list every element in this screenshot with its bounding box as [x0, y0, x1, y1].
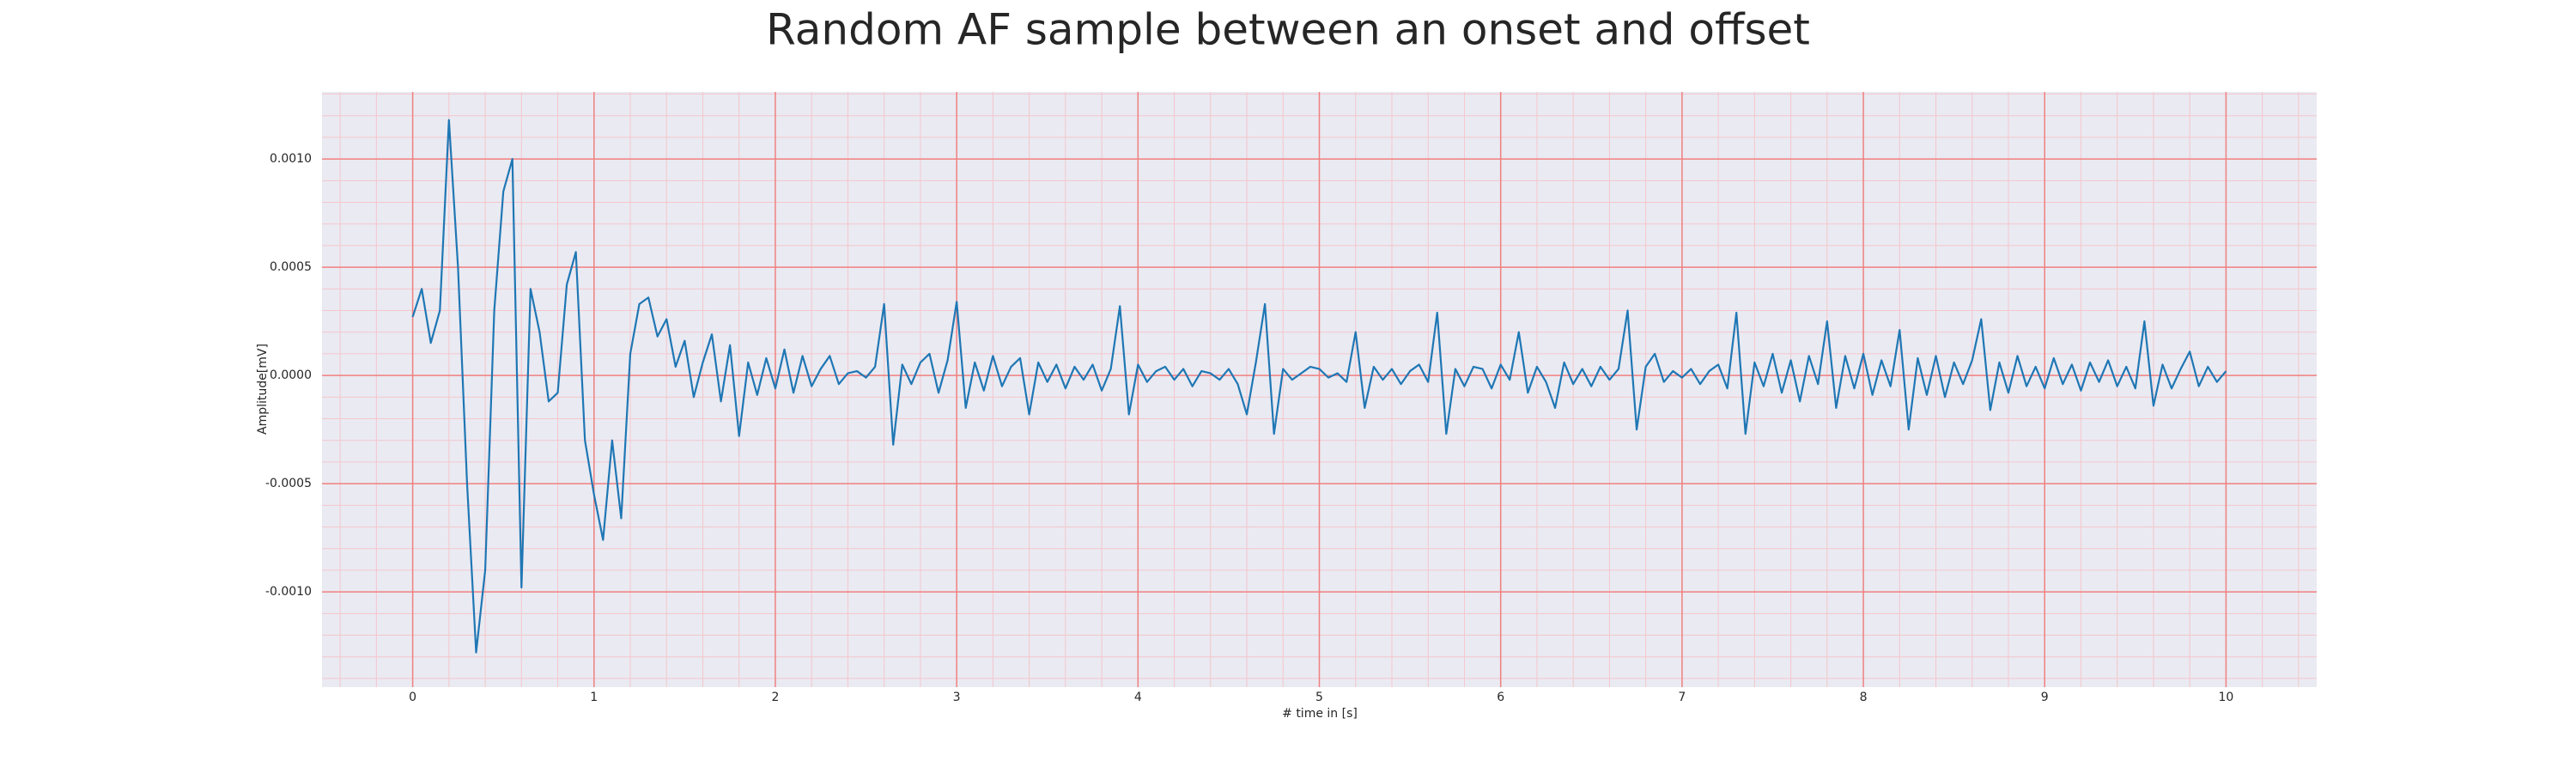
y-tick-label: 0.0005: [270, 260, 312, 274]
x-tick-label: 9: [2041, 691, 2049, 704]
y-axis-label: Amplitude[mV]: [256, 344, 270, 435]
y-tick-label: -0.0005: [265, 477, 312, 490]
chart-title: Random AF sample between an onset and of…: [766, 5, 1810, 55]
x-tick-label: 10: [2218, 691, 2233, 704]
x-tick-label: 8: [1860, 691, 1868, 704]
x-tick-label: 2: [771, 691, 779, 704]
grid: [322, 92, 2317, 687]
x-axis-label: # time in [s]: [1282, 707, 1358, 721]
y-tick-label: 0.0000: [270, 368, 312, 382]
x-tick-label: 7: [1678, 691, 1686, 704]
x-tick-label: 0: [409, 691, 416, 704]
line-series: [411, 119, 2227, 654]
x-tick-label: 1: [590, 691, 598, 704]
y-tick-label: 0.0010: [270, 152, 312, 166]
x-tick-label: 6: [1497, 691, 1504, 704]
x-tick-label: 4: [1134, 691, 1142, 704]
x-tick-label: 5: [1315, 691, 1323, 704]
y-tick-label: -0.0010: [265, 585, 312, 599]
marks: [411, 119, 2227, 654]
x-tick-label: 3: [953, 691, 961, 704]
